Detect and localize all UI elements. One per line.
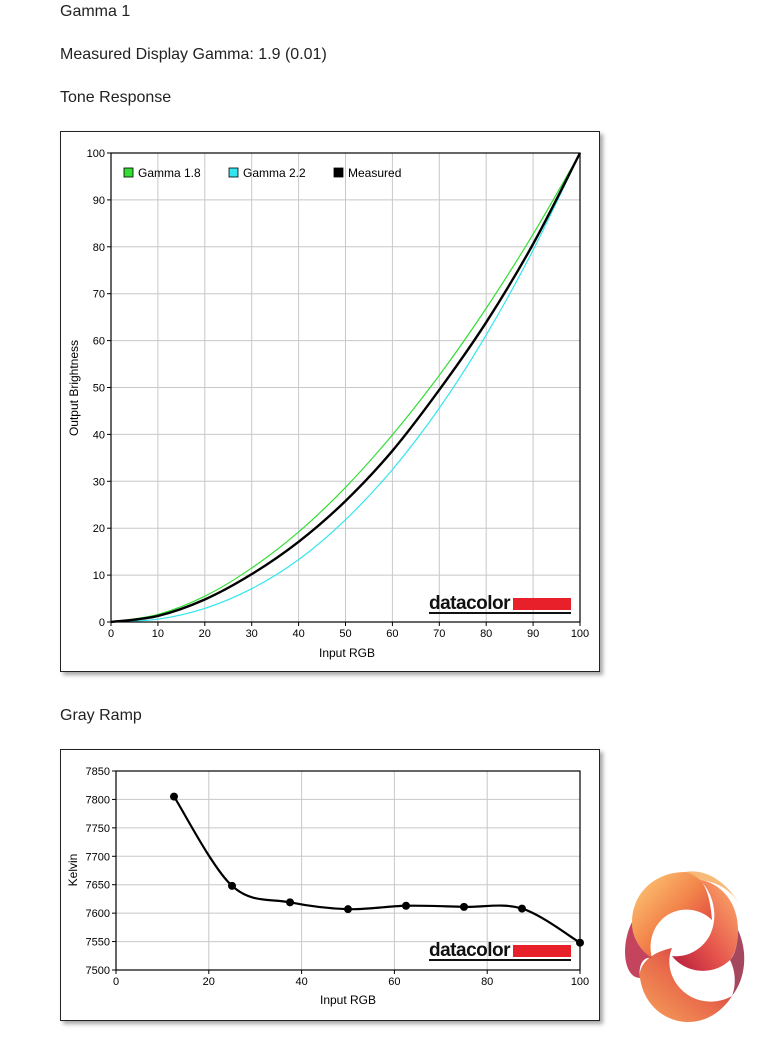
tone-y-tick-label: 50 [93, 383, 105, 395]
tone-legend-label-1: Gamma 2.2 [243, 166, 306, 180]
tone-y-tick-label: 100 [87, 148, 105, 160]
gray-y-tick-label: 7700 [86, 851, 110, 863]
tone-y-tick-label: 10 [93, 570, 105, 582]
gray-ramp-chart: 0 20 40 60 80 100 7500 7550 7600 7650 7700 7750 7800… [66, 766, 589, 1007]
tone-plot-frame [110, 152, 581, 623]
gray-x-tick-label: 100 [571, 976, 589, 988]
tone-x-tick-label: 90 [527, 628, 539, 640]
tone-x-tick-label: 80 [480, 628, 492, 640]
tone-response-panel: 0 10 20 30 40 50 60 70 80 90 100 0 10 20 30 40 50 60 70 80 9… [60, 131, 600, 672]
gray-kelvin-point [518, 904, 526, 913]
gray-kelvin-line [173, 795, 581, 944]
gray-kelvin-point [286, 898, 294, 907]
gray-kelvin-point [402, 901, 410, 910]
tone-y-tick-label: 40 [93, 429, 105, 441]
page-heading: Gamma 1 [60, 3, 131, 20]
tone-legend-swatch-0 [123, 167, 134, 178]
gray-y-tick-label: 7800 [86, 794, 110, 806]
measured-gamma-text: Measured Display Gamma: 1.9 (0.01) [60, 46, 327, 63]
tone-series-line-0 [110, 152, 581, 623]
gray-y-tick-label: 7600 [86, 908, 110, 920]
tone-legend-swatch-1 [228, 167, 239, 178]
gray-ramp-title: Gray Ramp [60, 707, 142, 724]
gray-kelvin-point [460, 902, 468, 911]
gray-y-tick-label: 7550 [86, 937, 110, 949]
tone-x-tick-label: 100 [571, 628, 589, 640]
tone-x-tick-label: 50 [339, 628, 351, 640]
gray-datacolor-logo: datacolor [429, 940, 571, 961]
tone-x-axis-label: Input RGB [319, 646, 375, 660]
tone-legend-label-2: Measured [348, 166, 401, 180]
tone-x-tick-label: 70 [433, 628, 445, 640]
tone-datacolor-underline [429, 612, 571, 614]
gray-kelvin-point [344, 905, 352, 914]
tone-x-tick-label: 40 [292, 628, 304, 640]
gray-kelvin-point [170, 792, 178, 801]
tone-datacolor-logo: datacolor [429, 593, 571, 614]
tone-y-tick-label: 0 [99, 617, 105, 629]
gray-x-tick-label: 80 [481, 976, 493, 988]
gray-y-tick-label: 7850 [86, 766, 110, 778]
gray-kelvin-point [228, 881, 236, 890]
gray-ramp-panel: 0 20 40 60 80 100 7500 7550 7600 7650 7700 7750 7800… [60, 749, 600, 1021]
tone-x-tick-label: 60 [386, 628, 398, 640]
gray-y-axis-label: Kelvin [66, 854, 80, 887]
gray-x-tick-label: 20 [203, 976, 215, 988]
gray-x-axis-label: Input RGB [320, 993, 376, 1007]
gray-x-tick-label: 40 [295, 976, 307, 988]
gray-y-tick-label: 7500 [86, 965, 110, 977]
tone-y-tick-label: 20 [93, 523, 105, 535]
tone-x-tick-label: 30 [246, 628, 258, 640]
gray-datacolor-red-bar [513, 945, 571, 957]
tone-legend-swatch-2 [333, 167, 344, 178]
gray-y-tick-label: 7650 [86, 880, 110, 892]
tone-legend-label-0: Gamma 1.8 [138, 166, 201, 180]
site-logo-icon [614, 860, 756, 1032]
tone-datacolor-red-bar [513, 598, 571, 610]
tone-y-tick-label: 30 [93, 476, 105, 488]
tone-y-tick-label: 70 [93, 289, 105, 301]
gray-datacolor-wordmark: datacolor [429, 940, 511, 961]
tone-y-tick-label: 60 [93, 336, 105, 348]
tone-response-chart: 0 10 20 30 40 50 60 70 80 90 100 0 10 20 30 40 50 60 70 80 9… [67, 148, 589, 660]
tone-series-line-1 [110, 152, 581, 623]
tone-x-tick-label: 10 [152, 628, 164, 640]
gray-x-tick-label: 60 [388, 976, 400, 988]
tone-y-axis-label: Output Brightness [67, 340, 81, 436]
tone-datacolor-wordmark: datacolor [429, 593, 511, 614]
tone-y-tick-label: 90 [93, 195, 105, 207]
tone-x-tick-label: 20 [199, 628, 211, 640]
tone-response-title: Tone Response [60, 89, 172, 106]
gray-y-tick-label: 7750 [86, 823, 110, 835]
tone-y-tick-label: 80 [93, 242, 105, 254]
tone-series-line-2 [110, 152, 582, 624]
gray-datacolor-underline [429, 959, 571, 961]
gray-x-tick-label: 0 [113, 976, 119, 988]
gray-plot-frame [115, 770, 581, 971]
tone-x-tick-label: 0 [108, 628, 114, 640]
